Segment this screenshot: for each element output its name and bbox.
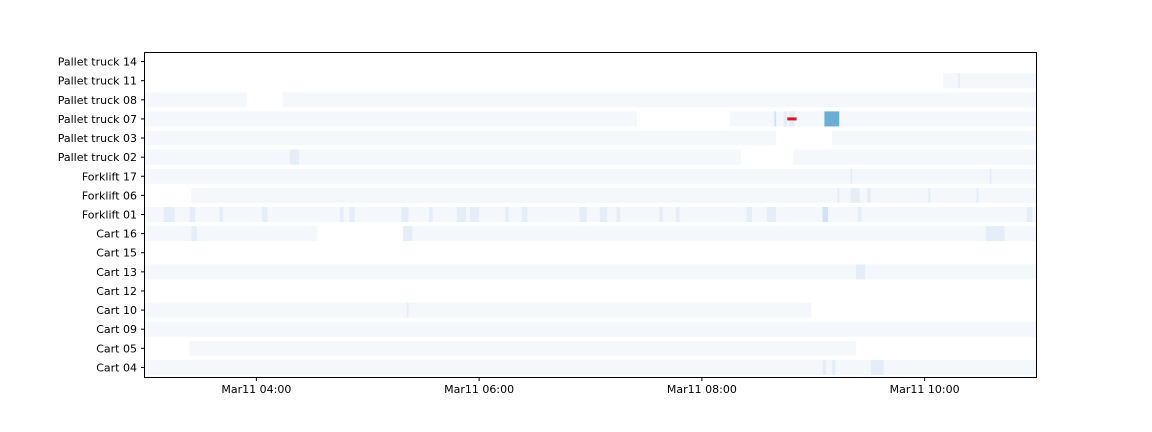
segment-forklift-01-5 <box>339 207 344 222</box>
y-tick-label: Forklift 06 <box>82 189 137 202</box>
segment-forklift-01-6 <box>349 207 355 222</box>
y-axis: Pallet truck 14 Pallet truck 11 Pallet tru… <box>58 56 145 374</box>
segment-pallet-truck-02-1 <box>289 149 300 165</box>
segment-forklift-06-0 <box>191 187 1036 203</box>
segment-forklift-01-12 <box>521 207 528 222</box>
x-tick-label: Mar11 04:00 <box>221 383 291 396</box>
segment-cart-16-2 <box>403 226 1036 242</box>
segment-pallet-truck-07-5 <box>824 111 840 127</box>
segment-forklift-01-21 <box>857 207 862 222</box>
segment-forklift-01-22 <box>1026 207 1033 222</box>
segment-forklift-17-2 <box>989 168 992 184</box>
segment-pallet-truck-08-0 <box>145 92 248 108</box>
segment-cart-09-0 <box>145 321 1036 337</box>
segment-pallet-truck-07-0 <box>145 111 637 127</box>
y-tick-label: Cart 13 <box>96 266 137 279</box>
y-tick-label: Forklift 01 <box>82 209 137 222</box>
segment-cart-10-1 <box>406 302 409 318</box>
segment-forklift-06-2 <box>850 187 860 203</box>
y-tick-label: Pallet truck 11 <box>58 75 137 88</box>
segment-forklift-01-20 <box>822 207 829 222</box>
segment-forklift-01-18 <box>746 207 752 222</box>
segment-pallet-truck-08-1 <box>282 92 1036 108</box>
segment-forklift-01-17 <box>675 207 680 222</box>
segment-pallet-truck-07-6 <box>787 117 797 121</box>
segment-forklift-01-4 <box>261 207 268 222</box>
segment-forklift-17-0 <box>145 168 1036 184</box>
segment-forklift-01-1 <box>163 207 175 222</box>
segment-cart-04-1 <box>822 359 827 375</box>
y-tick-label: Pallet truck 08 <box>58 94 137 107</box>
segment-pallet-truck-03-1 <box>831 130 1036 146</box>
segment-pallet-truck-11-0 <box>943 73 1036 89</box>
segment-forklift-01-10 <box>469 207 480 222</box>
segment-forklift-01-8 <box>429 207 433 222</box>
segment-forklift-06-4 <box>928 187 931 203</box>
segment-cart-05-0 <box>189 340 857 356</box>
segment-forklift-01-9 <box>456 207 467 222</box>
segment-pallet-truck-07-3 <box>783 111 788 127</box>
segment-forklift-01-14 <box>599 207 608 222</box>
segment-cart-10-0 <box>145 302 812 318</box>
y-tick-label: Cart 16 <box>96 228 137 241</box>
segment-pallet-truck-02-2 <box>792 149 1036 165</box>
y-tick-label: Pallet truck 03 <box>58 132 137 145</box>
segment-forklift-01-11 <box>505 207 509 222</box>
segment-forklift-01-19 <box>766 207 777 222</box>
segment-cart-16-0 <box>145 226 318 242</box>
x-axis: Mar11 04:00 Mar11 06:00 Mar11 08:00 Mar11 1… <box>221 377 960 396</box>
segment-forklift-01-15 <box>616 207 621 222</box>
y-tick-label: Cart 09 <box>96 323 137 336</box>
segment-forklift-06-3 <box>867 187 871 203</box>
segment-cart-13-1 <box>855 264 866 280</box>
segment-cart-04-2 <box>831 359 836 375</box>
y-tick-label: Cart 12 <box>96 285 137 298</box>
segment-forklift-01-16 <box>659 207 663 222</box>
segment-cart-16-4 <box>985 226 1005 242</box>
segment-cart-16-3 <box>403 226 413 242</box>
segment-cart-16-1 <box>191 226 197 242</box>
y-tick-label: Cart 04 <box>96 361 137 374</box>
segment-pallet-truck-07-1 <box>729 111 1036 127</box>
y-tick-label: Forklift 17 <box>82 170 137 183</box>
segment-pallet-truck-03-0 <box>145 130 777 146</box>
segment-forklift-06-1 <box>837 187 840 203</box>
y-tick-label: Pallet truck 14 <box>58 56 137 69</box>
segment-forklift-17-1 <box>850 168 853 184</box>
segment-forklift-01-0 <box>145 207 1036 222</box>
segment-cart-04-3 <box>870 359 884 375</box>
segment-cart-13-0 <box>145 264 1036 280</box>
segment-forklift-01-2 <box>189 207 196 222</box>
segment-pallet-truck-02-0 <box>145 149 741 165</box>
segment-pallet-truck-07-2 <box>774 111 777 127</box>
y-tick-label: Pallet truck 07 <box>58 113 137 126</box>
segment-forklift-01-7 <box>401 207 409 222</box>
y-tick-label: Cart 05 <box>96 342 137 355</box>
segment-forklift-01-3 <box>219 207 223 222</box>
x-tick-label: Mar11 10:00 <box>890 383 960 396</box>
segment-cart-04-0 <box>145 359 1036 375</box>
x-tick-label: Mar11 06:00 <box>444 383 514 396</box>
x-tick-label: Mar11 08:00 <box>667 383 737 396</box>
y-tick-label: Cart 10 <box>96 304 137 317</box>
segment-forklift-01-13 <box>579 207 587 222</box>
segment-pallet-truck-11-1 <box>958 73 960 89</box>
y-tick-label: Pallet truck 02 <box>58 151 137 164</box>
segments-layer <box>145 73 1036 375</box>
y-tick-label: Cart 15 <box>96 247 137 260</box>
segment-forklift-06-5 <box>976 187 979 203</box>
